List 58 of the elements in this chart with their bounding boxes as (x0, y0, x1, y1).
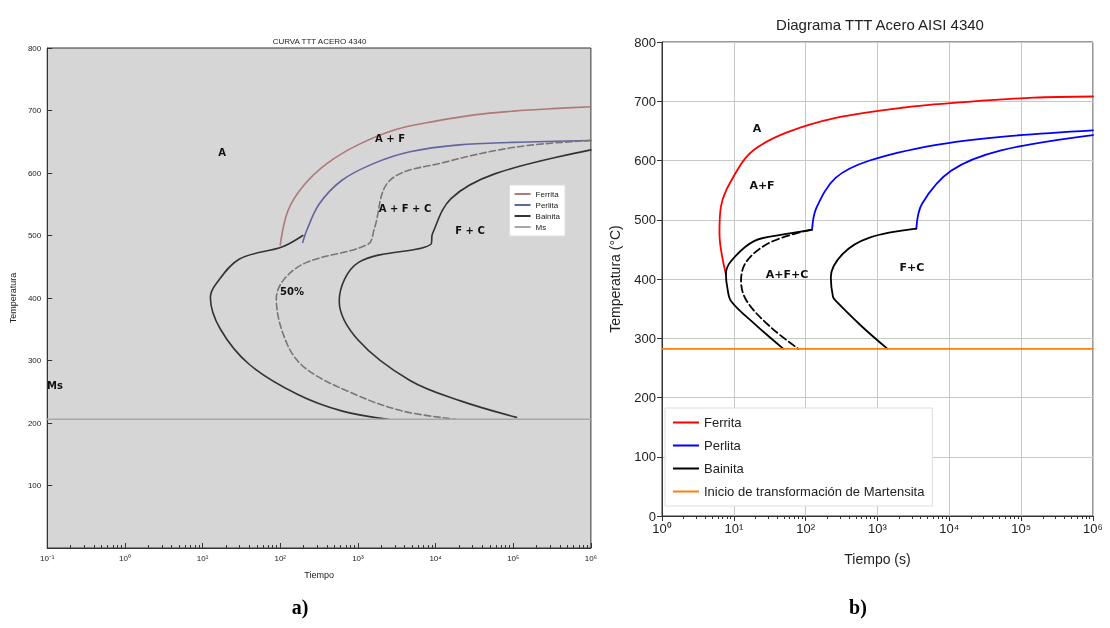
y-tick-label: 500 (27, 231, 42, 240)
legend-label: Ferrita (704, 415, 743, 430)
annotation: A+F (749, 178, 775, 192)
legend-label: Inicio de transformación de Martensita (704, 484, 926, 499)
annotation: 50% (280, 285, 304, 297)
y-axis-title: Temperatura (°C) (607, 225, 623, 333)
y-tick-label: 600 (634, 153, 656, 168)
annotation: F + C (455, 224, 485, 236)
y-tick-label: 200 (27, 418, 42, 428)
x-tick-label: 10⁴ (429, 553, 443, 563)
x-tick-label: 10⁶ (1083, 521, 1103, 536)
y-tick-label: 100 (634, 449, 656, 465)
x-tick-label: 10⁰ (652, 521, 672, 536)
y-tick-label: 200 (634, 390, 656, 405)
x-tick-label: 10⁵ (507, 553, 520, 563)
y-tick-label: 400 (27, 293, 42, 303)
x-axis-title: Tiempo (s) (844, 551, 911, 567)
y-tick-label: 700 (634, 93, 656, 109)
y-tick-label: 100 (27, 481, 42, 490)
x-axis-title: Tiempo (304, 569, 334, 580)
y-tick-label: 600 (27, 168, 42, 178)
y-axis-title: Temperatura (7, 272, 18, 324)
chart-title: CURVA TTT ACERO 4340 (272, 36, 367, 46)
y-tick-label: 700 (27, 106, 42, 115)
x-tick-label: 10² (274, 553, 287, 563)
legend-label: Bainita (704, 461, 745, 476)
annotation: Ms (47, 379, 63, 391)
text: b) (849, 596, 867, 619)
x-tick-label: 10⁴ (939, 521, 960, 536)
legend-label: Bainita (535, 211, 561, 221)
x-tick-label: 10⁻¹ (39, 553, 55, 563)
x-tick-label: 10² (796, 521, 816, 536)
x-tick-label: 10³ (868, 521, 888, 536)
legend-label: Perlita (535, 200, 559, 210)
x-tick-label: 10⁶ (584, 553, 598, 563)
y-tick-label: 400 (634, 271, 656, 287)
annotation: A (218, 146, 227, 158)
y-tick-label: 300 (27, 356, 42, 365)
chart-title: Diagrama TTT Acero AISI 4340 (776, 16, 984, 33)
legend-label: Ms (535, 222, 547, 232)
x-tick-label: 10¹ (724, 521, 744, 536)
x-tick-label: 10⁰ (118, 553, 131, 563)
legend-label: Perlita (704, 438, 742, 453)
y-tick-label: 800 (27, 43, 42, 53)
text: a) (291, 596, 309, 619)
y-tick-label: 0 (648, 508, 656, 524)
y-tick-label: 300 (634, 330, 656, 346)
x-tick-label: 10⁵ (1011, 521, 1032, 536)
annotation: A + F (375, 132, 405, 144)
x-tick-label: 10¹ (196, 553, 209, 563)
x-tick-label: 10³ (352, 553, 365, 563)
y-tick-label: 800 (634, 34, 656, 50)
annotation: A+F+C (765, 267, 809, 281)
legend-label: Ferrita (535, 189, 560, 199)
annotation: F+C (899, 260, 925, 274)
annotation: A + F + C (378, 202, 432, 214)
annotation: A (752, 121, 762, 135)
y-tick-label: 500 (634, 212, 656, 228)
